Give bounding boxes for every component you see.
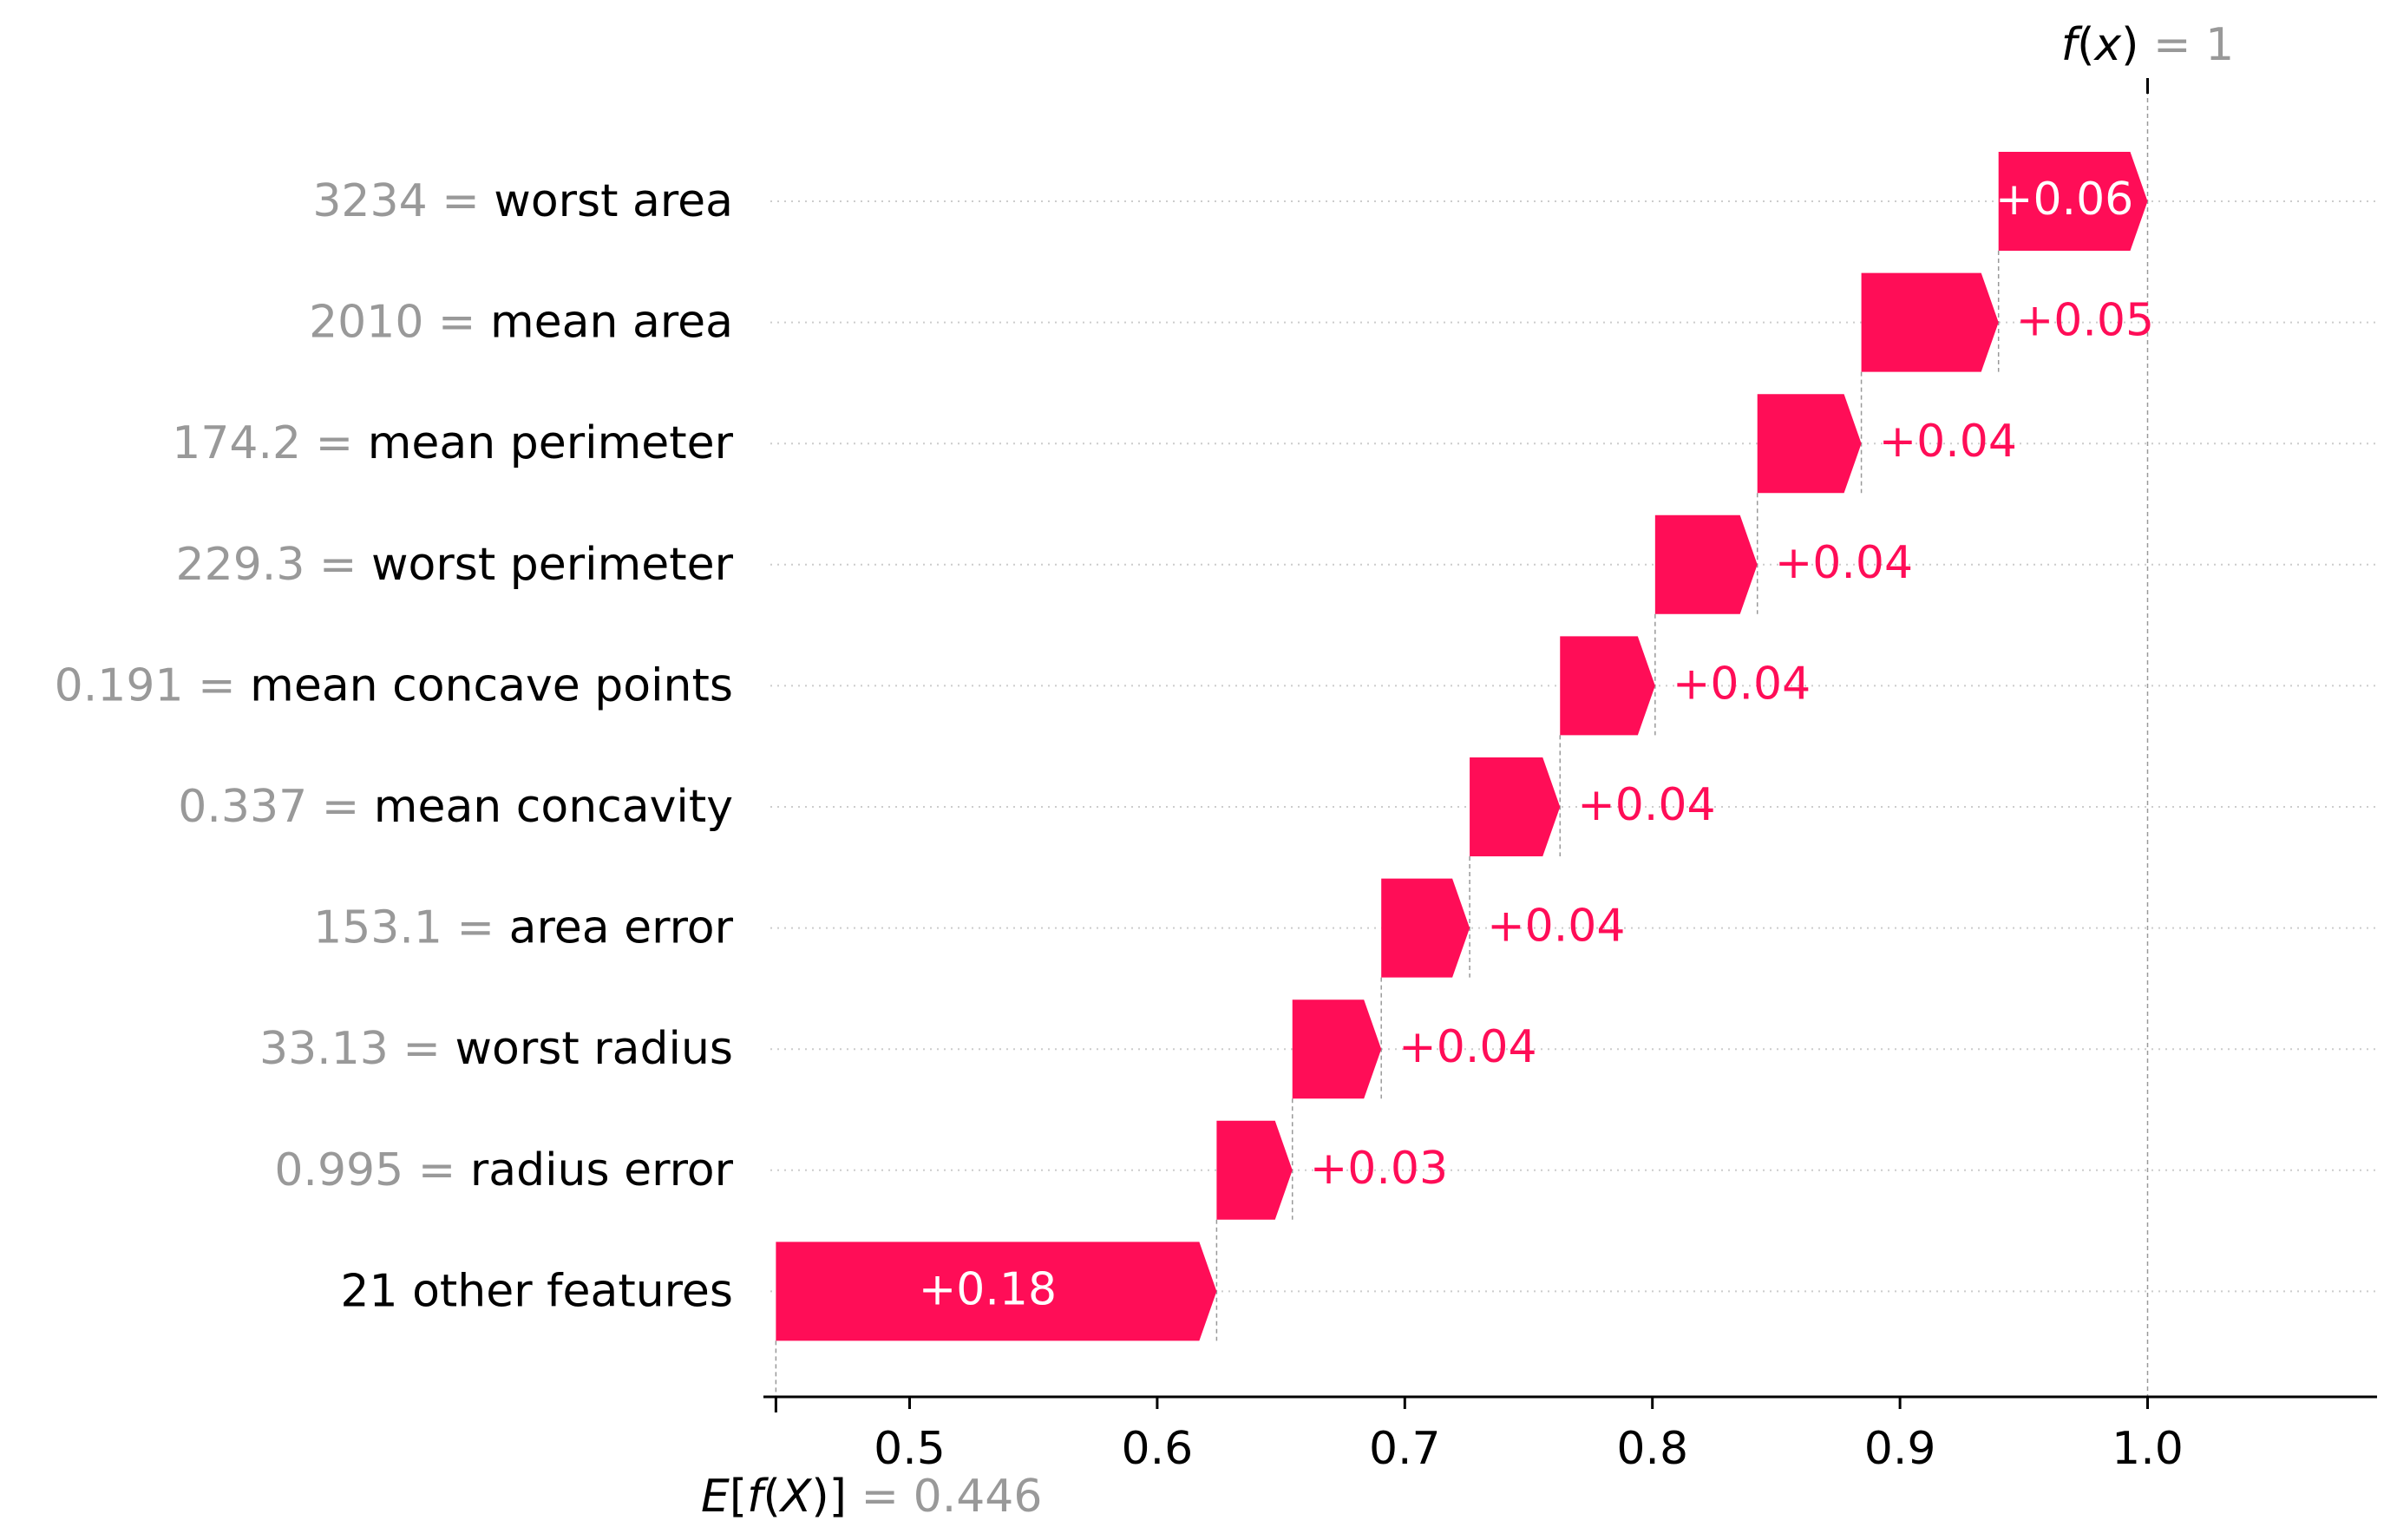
bar-value-label: +0.04	[1487, 901, 1625, 953]
bar-value-label: +0.04	[1673, 658, 1811, 710]
bar	[1470, 757, 1561, 856]
bar-value-label: +0.04	[1577, 779, 1715, 831]
bar	[1381, 878, 1470, 978]
bar-value-label: +0.04	[1398, 1021, 1536, 1073]
bar	[1757, 394, 1862, 494]
base-label: E[f(X)] = 0.446	[701, 1471, 1042, 1523]
x-tick-label: 1.0	[2112, 1423, 2184, 1475]
x-tick-label: 0.9	[1864, 1423, 1936, 1475]
output-annotation: f(x) = 1	[2061, 19, 2234, 94]
connector-lines	[775, 82, 2149, 1397]
x-tick-label: 0.7	[1369, 1423, 1441, 1475]
feature-label: 21 other features	[340, 1265, 733, 1317]
feature-label: 0.191 = mean concave points	[55, 659, 733, 711]
x-axis: 0.5 0.6 0.7 0.8 0.9 1.0	[763, 1395, 2377, 1475]
feature-label: 0.337 = mean concavity	[178, 781, 733, 833]
output-label: f(x) = 1	[2061, 19, 2234, 71]
x-tick-label: 0.6	[1122, 1423, 1194, 1475]
base-annotation: E[f(X)] = 0.446	[701, 1397, 1042, 1523]
feature-label: 2010 = mean area	[309, 297, 733, 349]
feature-label: 33.13 = worst radius	[259, 1023, 733, 1075]
bar	[1654, 514, 1758, 614]
bar-value-label: +0.03	[1310, 1143, 1448, 1195]
x-tick-label: 0.5	[874, 1423, 946, 1475]
feature-label: 174.2 = mean perimeter	[172, 417, 733, 469]
bar	[776, 1242, 1217, 1341]
x-tick-label: 0.8	[1616, 1423, 1688, 1475]
grid-lines	[770, 200, 2377, 1293]
bar	[1560, 636, 1655, 736]
feature-label: 0.995 = radius error	[274, 1144, 733, 1196]
bars: +0.06 +0.05 +0.04 +0.04 +0.04 +0.04 +0.04 +0.04…	[776, 152, 2154, 1341]
bar	[1216, 1120, 1293, 1220]
feature-labels: 3234 = worst area 2010 = mean area 174.2 =…	[55, 175, 734, 1317]
bar	[1998, 152, 2148, 251]
bar-value-label: +0.05	[2016, 295, 2154, 347]
bar-value-label: +0.18	[919, 1263, 1057, 1315]
bar-value-label: +0.06	[1995, 174, 2133, 226]
feature-label: 153.1 = area error	[313, 902, 733, 954]
bar-value-label: +0.04	[1879, 416, 2017, 468]
feature-label: 229.3 = worst perimeter	[176, 539, 734, 591]
feature-label: 3234 = worst area	[312, 175, 733, 227]
bar-value-label: +0.04	[1775, 537, 1913, 589]
bar	[1861, 272, 1999, 372]
bar	[1292, 999, 1382, 1099]
